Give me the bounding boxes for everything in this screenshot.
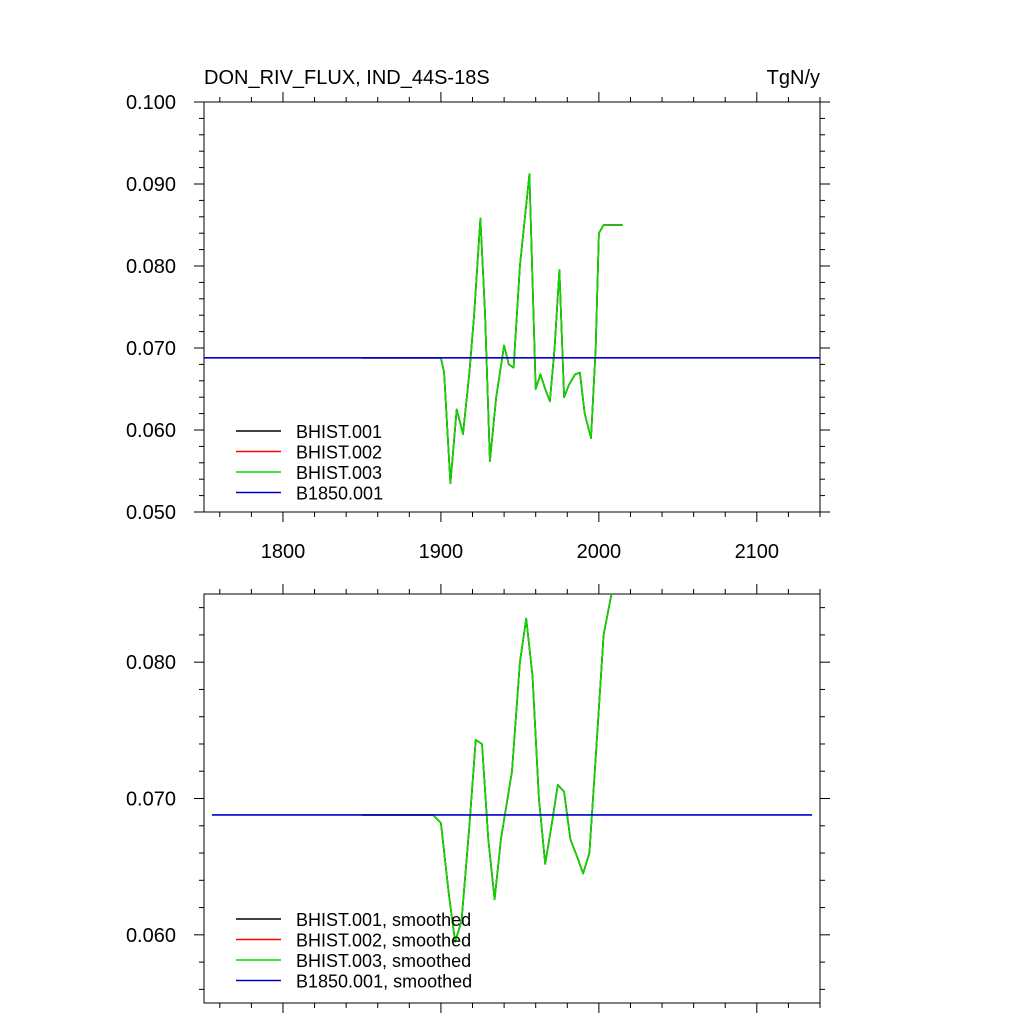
x-tick-label: 1800: [261, 541, 306, 563]
plot-frame: [203, 101, 821, 513]
y-tick-label: 0.090: [126, 174, 176, 196]
legend-label: B1850.001: [296, 484, 383, 504]
y-tick-label: 0.060: [126, 420, 176, 442]
series-line: [361, 593, 613, 943]
y-tick-label: 0.060: [126, 925, 176, 947]
y-tick-label: 0.080: [126, 256, 176, 278]
legend-label: BHIST.001: [296, 422, 382, 442]
units-label: TgN/y: [767, 67, 820, 89]
x-tick-label: 1900: [419, 541, 464, 563]
legend-label: B1850.001, smoothed: [296, 972, 472, 992]
x-tick-label: 2000: [577, 541, 622, 563]
y-tick-label: 0.100: [126, 92, 176, 114]
chart-title: DON_RIV_FLUX, IND_44S-18S: [204, 67, 490, 89]
legend-label: BHIST.002, smoothed: [296, 931, 471, 951]
y-tick-label: 0.050: [126, 502, 176, 524]
series-line: [361, 593, 613, 943]
y-tick-label: 0.070: [126, 338, 176, 360]
series-line: [361, 173, 623, 485]
legend-label: BHIST.002: [296, 443, 382, 463]
y-tick-label: 0.080: [126, 652, 176, 674]
y-tick-label: 0.070: [126, 789, 176, 811]
series-line: [361, 593, 613, 943]
legend-label: BHIST.003: [296, 463, 382, 483]
legend-label: BHIST.003, smoothed: [296, 951, 471, 971]
x-tick-label: 2100: [735, 541, 780, 563]
top-panel: DON_RIV_FLUX, IND_44S-18S TgN/y 0.050 0.0…: [126, 67, 830, 563]
legend-label: BHIST.001, smoothed: [296, 910, 471, 930]
